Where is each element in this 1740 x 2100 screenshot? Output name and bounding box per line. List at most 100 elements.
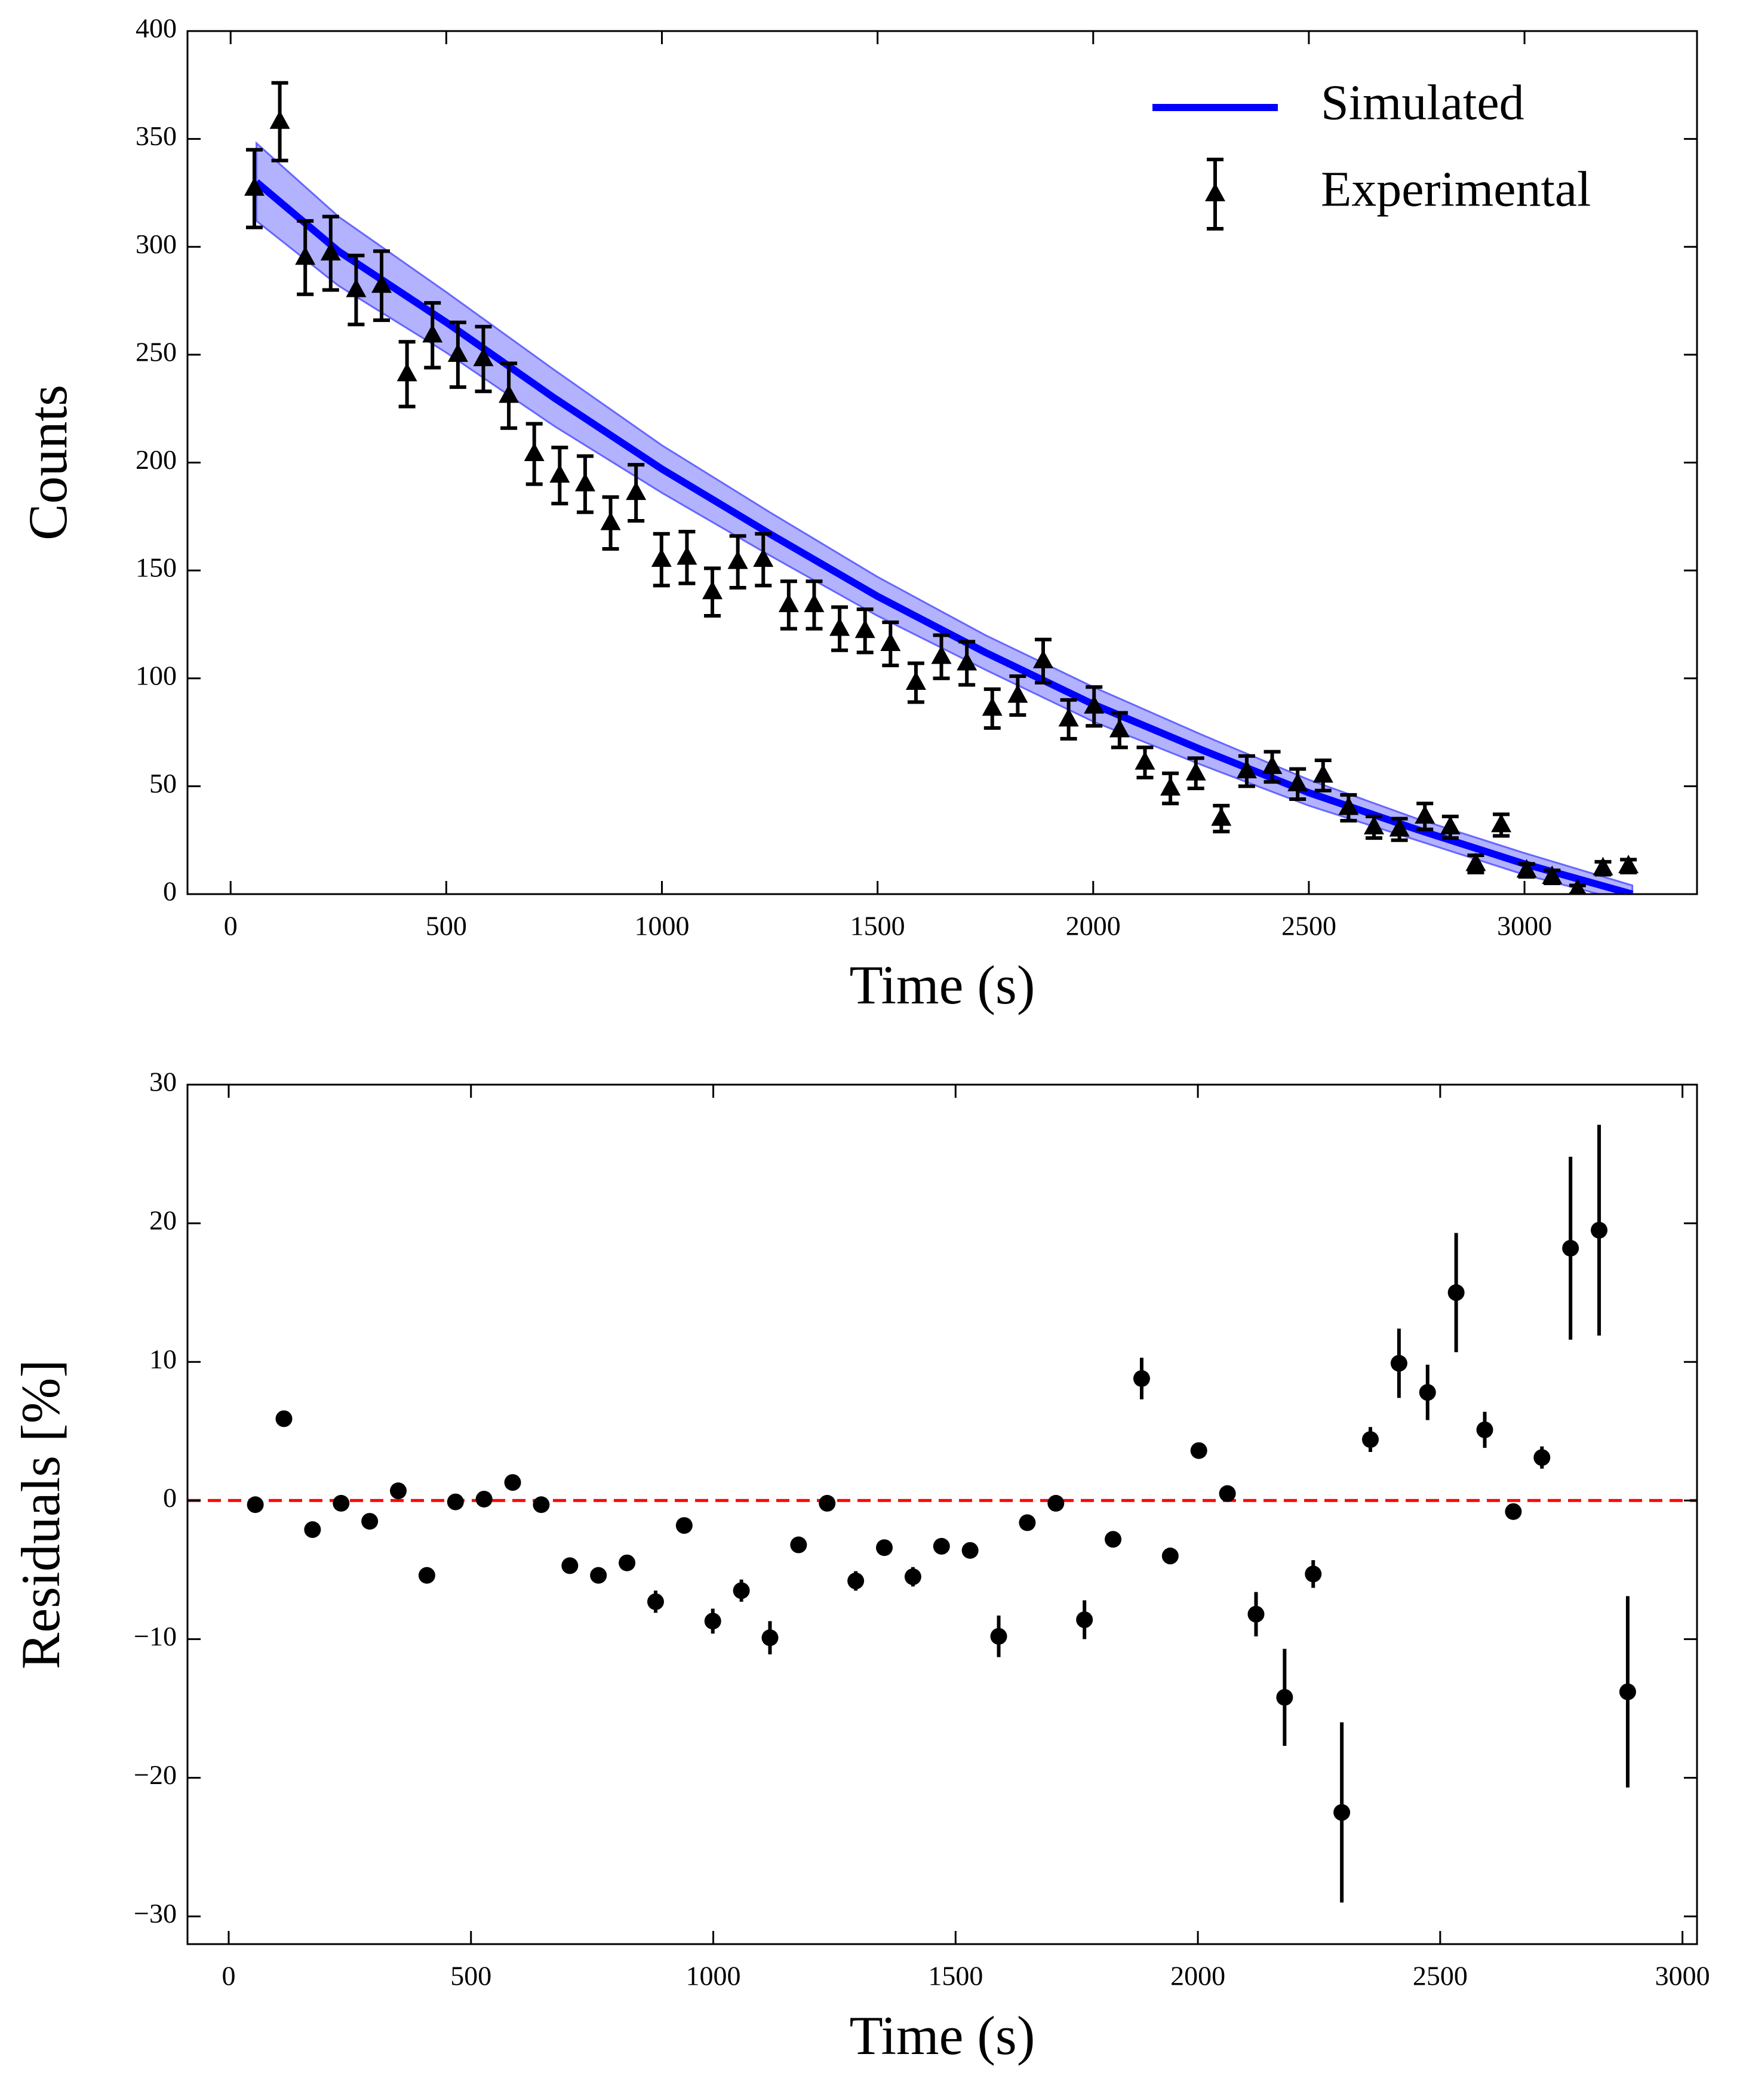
marker [904, 1568, 921, 1585]
marker [804, 593, 825, 612]
plot-area [244, 81, 1639, 894]
marker [1362, 1431, 1379, 1448]
axes-frame [186, 30, 1698, 895]
marker [1262, 755, 1283, 774]
marker [561, 1557, 579, 1574]
marker [1236, 760, 1257, 779]
marker [304, 1521, 321, 1539]
marker [990, 1628, 1007, 1645]
legend-marker [1205, 183, 1225, 201]
marker [790, 1536, 807, 1553]
marker [333, 1494, 350, 1512]
marker [1105, 1531, 1122, 1548]
marker [533, 1496, 550, 1513]
marker [880, 632, 901, 651]
confidence-band [256, 141, 1634, 894]
marker [829, 617, 850, 636]
marker [1305, 1565, 1322, 1583]
marker [1618, 855, 1639, 874]
marker [1516, 859, 1537, 878]
marker [396, 363, 417, 382]
marker [1491, 813, 1512, 833]
marker [1338, 796, 1359, 815]
y-tick-label: 350 [136, 121, 177, 151]
x-tick-label: 3000 [1497, 911, 1552, 941]
marker [727, 550, 748, 569]
y-axis-label: Residuals [%] [10, 1359, 71, 1669]
marker [1465, 852, 1486, 871]
marker [1109, 719, 1130, 738]
marker [1619, 1683, 1636, 1700]
marker [1390, 1355, 1407, 1372]
x-tick-label: 2000 [1066, 911, 1121, 941]
marker [1542, 865, 1563, 885]
marker [1389, 818, 1410, 837]
x-axis-label: Time (s) [850, 954, 1035, 1015]
marker [1160, 776, 1181, 796]
x-axis-label: Time (s) [850, 2005, 1035, 2066]
x-tick-label: 0 [224, 911, 238, 941]
y-tick-label: −30 [134, 1898, 177, 1929]
marker [1190, 1442, 1207, 1459]
marker [1533, 1449, 1551, 1466]
marker [524, 443, 545, 462]
marker [651, 548, 672, 567]
marker [1276, 1688, 1293, 1706]
x-tick-label: 3000 [1655, 1961, 1710, 1991]
marker [1219, 1485, 1236, 1502]
marker [473, 348, 494, 367]
marker [390, 1482, 407, 1500]
y-tick-label: 0 [163, 1482, 177, 1513]
legend-label: Simulated [1321, 75, 1524, 130]
marker [447, 1493, 464, 1510]
marker [647, 1593, 664, 1610]
marker [295, 246, 316, 265]
marker [933, 1537, 950, 1555]
marker [982, 697, 1003, 716]
y-tick-label: 250 [136, 336, 177, 367]
marker [447, 343, 468, 362]
marker [499, 384, 519, 403]
marker [702, 581, 723, 600]
marker [957, 652, 977, 671]
marker [1447, 1284, 1465, 1301]
marker [1058, 708, 1079, 727]
y-tick-label: −10 [134, 1621, 177, 1651]
y-tick-label: −20 [134, 1760, 177, 1790]
marker [1333, 1804, 1351, 1821]
marker [675, 1517, 693, 1534]
marker [1287, 772, 1308, 791]
x-tick-label: 500 [426, 911, 467, 941]
marker [905, 671, 926, 690]
y-axis-label: Counts [17, 385, 78, 541]
line [254, 179, 1634, 894]
y-tick-label: 150 [136, 552, 177, 583]
marker [275, 1410, 293, 1427]
legend-label: Experimental [1321, 161, 1591, 217]
y-tick-label: 20 [149, 1205, 177, 1236]
marker [1161, 1548, 1179, 1565]
marker [1415, 805, 1435, 824]
marker [1047, 1494, 1065, 1512]
marker [1419, 1384, 1436, 1401]
y-tick-label: 30 [149, 1067, 177, 1097]
marker [1033, 649, 1054, 668]
marker [1019, 1514, 1036, 1531]
marker [1440, 816, 1461, 835]
marker [854, 619, 875, 638]
marker [1007, 684, 1028, 703]
marker [1185, 762, 1206, 781]
marker [590, 1567, 607, 1584]
axes-frame [186, 1083, 1698, 1945]
marker [876, 1539, 893, 1556]
x-tick-label: 500 [450, 1961, 491, 1991]
marker [1591, 1221, 1608, 1239]
marker [704, 1613, 721, 1630]
x-tick-label: 1000 [686, 1961, 741, 1991]
marker [1562, 1239, 1579, 1257]
y-tick-label: 0 [163, 876, 177, 907]
marker [753, 548, 774, 567]
marker [346, 278, 367, 297]
marker [247, 1496, 264, 1513]
